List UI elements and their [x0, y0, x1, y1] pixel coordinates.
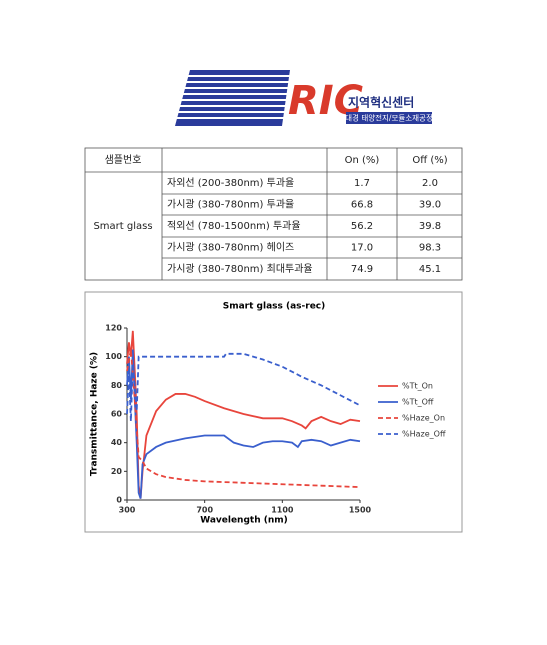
on-cell: 74.9: [351, 264, 373, 275]
off-cell: 2.0: [422, 178, 438, 189]
y-tick-label: 60: [111, 410, 123, 419]
y-tick-label: 20: [111, 467, 123, 476]
legend-label: %Tt_On: [402, 382, 433, 391]
on-cell: 66.8: [351, 200, 373, 211]
y-tick-label: 0: [116, 496, 122, 505]
on-cell: 56.2: [351, 221, 373, 232]
table-border: [84, 147, 463, 281]
property-cell: 적외선 (780-1500nm) 투과율: [167, 220, 301, 232]
logo-stripes: [175, 75, 295, 119]
logo: RIC 지역혁신센터 대경 태양전지/모듈소재공정: [175, 70, 433, 126]
chart-title: Smart glass (as-rec): [223, 302, 326, 312]
x-tick-label: 1500: [349, 506, 372, 515]
header-cell: On (%): [345, 155, 380, 166]
x-tick-label: 300: [119, 506, 136, 515]
y-label: Transmittance, Haze (%): [90, 352, 100, 476]
legend-label: %Haze_Off: [402, 430, 446, 439]
on-cell: 17.0: [351, 243, 373, 254]
y-tick-label: 40: [111, 438, 123, 447]
y-tick-label: 80: [111, 381, 123, 390]
x-tick-label: 1100: [271, 506, 294, 515]
chart-frame: [84, 291, 463, 533]
off-cell: 39.8: [419, 221, 441, 232]
logo-sub-bg: [346, 112, 432, 124]
logo-name: 지역혁신센터: [348, 95, 414, 110]
legend-label: %Tt_Off: [402, 398, 434, 407]
series-line: [126, 349, 361, 488]
off-cell: 98.3: [419, 243, 441, 254]
property-cell: 자외선 (200-380nm) 투과율: [167, 177, 294, 189]
on-cell: 1.7: [354, 178, 370, 189]
x-label: Wavelength (nm): [200, 516, 288, 526]
off-cell: 45.1: [419, 264, 441, 275]
logo-subtitle: 대경 태양전지/모듈소재공정: [345, 113, 433, 123]
sample-name: Smart glass: [93, 221, 152, 232]
y-tick-label: 100: [105, 352, 122, 361]
table: [84, 147, 463, 281]
header-cell: Off (%): [412, 155, 447, 166]
x-tick-label: 700: [196, 506, 213, 515]
header-cell: 샘플번호: [105, 154, 142, 166]
series-line: [126, 352, 361, 422]
y-tick-label: 120: [105, 324, 122, 333]
property-cell: 가시광 (380-780nm) 투과율: [167, 199, 294, 211]
legend-label: %Haze_On: [402, 414, 445, 423]
property-cell: 가시광 (380-780nm) 헤이즈: [167, 242, 294, 254]
property-cell: 가시광 (380-780nm) 최대투과율: [167, 263, 313, 275]
off-cell: 39.0: [419, 200, 441, 211]
